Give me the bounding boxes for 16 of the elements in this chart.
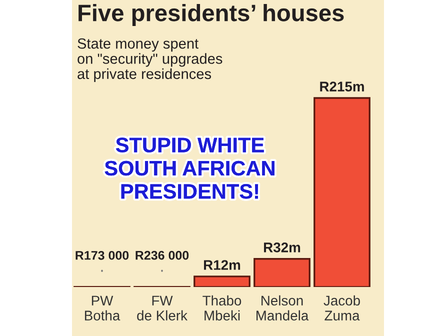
data-label: R236 000 bbox=[136, 250, 189, 260]
x-tick-label: FW de Klerk bbox=[137, 296, 188, 320]
annotation: STUPID WHITE SOUTH AFRICAN PRESIDENTS! bbox=[104, 138, 274, 199]
x-tick-label: Thabo Mbeki bbox=[202, 295, 242, 320]
data-label: R173 000 bbox=[76, 250, 129, 260]
data-label: R32m bbox=[264, 242, 300, 252]
data-label: R215m bbox=[320, 82, 364, 92]
chart-title: Five presidents’ houses bbox=[78, 4, 344, 26]
bar bbox=[254, 258, 310, 287]
data-label: R12m bbox=[204, 260, 240, 270]
x-tick-label: PW Botha bbox=[84, 296, 120, 320]
chart-subtitle: State money spent on "security" upgrades at private residences bbox=[78, 38, 222, 82]
x-tick-label: Jacob Zuma bbox=[324, 295, 360, 320]
bar bbox=[314, 97, 370, 287]
x-tick-label: Nelson Mandela bbox=[256, 295, 309, 320]
bar bbox=[194, 276, 250, 287]
